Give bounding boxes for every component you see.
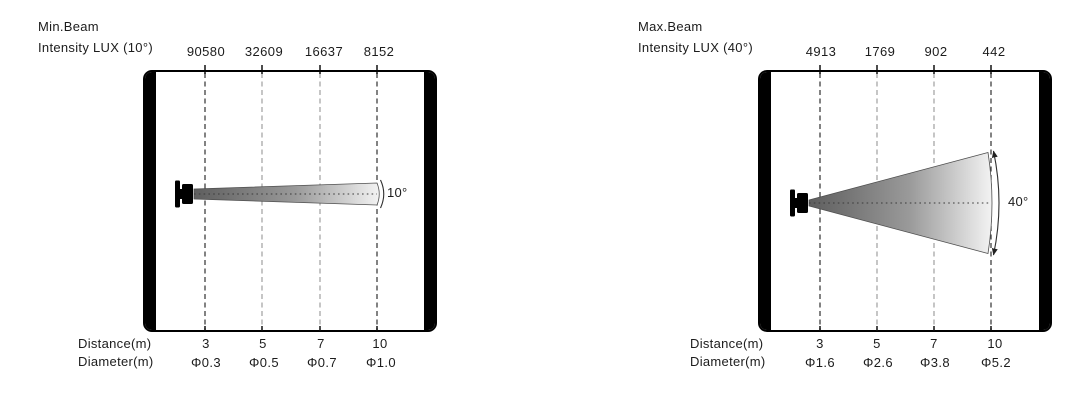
distance-value: 7 — [930, 336, 938, 351]
spotlight-icon — [175, 180, 193, 208]
diameter-label: Diameter(m) — [690, 354, 766, 369]
angle-arc — [991, 150, 1000, 256]
distance-value: 5 — [873, 336, 881, 351]
distance-label: Distance(m) — [78, 336, 152, 351]
diameter-value: Φ0.3 — [190, 355, 222, 370]
diameter-value: Φ1.6 — [804, 355, 836, 370]
panel-subtitle: Intensity LUX (10°) — [38, 40, 153, 55]
beam-angle-label: 40° — [1008, 194, 1029, 209]
spotlight-icon — [790, 189, 808, 217]
angle-arc — [380, 179, 385, 209]
diameter-label: Diameter(m) — [78, 354, 154, 369]
left-wall — [760, 72, 771, 330]
intensity-value: 32609 — [244, 44, 284, 59]
diameter-value: Φ0.5 — [248, 355, 280, 370]
left-wall — [145, 72, 156, 330]
right-wall — [1039, 72, 1050, 330]
diameter-value: Φ3.8 — [919, 355, 951, 370]
beam-angle-label: 10° — [387, 185, 408, 200]
right-wall — [424, 72, 435, 330]
diameter-value: Φ0.7 — [306, 355, 338, 370]
intensity-value: 8152 — [363, 44, 395, 59]
distance-value: 3 — [202, 336, 210, 351]
intensity-value: 4913 — [805, 44, 837, 59]
intensity-value: 90580 — [186, 44, 226, 59]
beam-graphic — [175, 65, 385, 331]
frame-ticks — [819, 65, 992, 331]
beam-graphic — [790, 65, 1000, 331]
distance-value: 7 — [317, 336, 325, 351]
distance-value: 10 — [987, 336, 1003, 351]
distance-value: 5 — [259, 336, 267, 351]
panel-title: Max.Beam — [638, 19, 703, 34]
distance-value: 10 — [372, 336, 388, 351]
intensity-value: 442 — [982, 44, 1006, 59]
panel-title: Min.Beam — [38, 19, 99, 34]
frame-ticks — [204, 65, 378, 331]
diameter-value: Φ5.2 — [980, 355, 1012, 370]
intensity-value: 16637 — [304, 44, 344, 59]
intensity-value: 902 — [924, 44, 948, 59]
distance-label: Distance(m) — [690, 336, 764, 351]
intensity-value: 1769 — [864, 44, 896, 59]
panel-subtitle: Intensity LUX (40°) — [638, 40, 753, 55]
distance-value: 3 — [816, 336, 824, 351]
diameter-value: Φ2.6 — [862, 355, 894, 370]
diameter-value: Φ1.0 — [365, 355, 397, 370]
